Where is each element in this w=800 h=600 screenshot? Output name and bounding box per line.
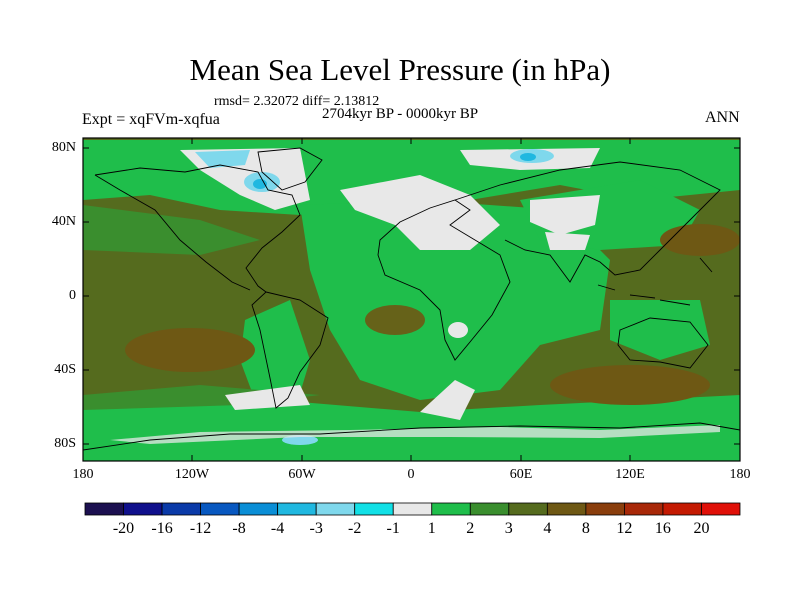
lat-label-40n: 40N xyxy=(51,214,76,229)
field-brown-atlantic xyxy=(365,305,425,335)
pressure-field xyxy=(83,138,740,461)
season-label: ANN xyxy=(705,109,740,126)
colorbar-swatch-15 xyxy=(662,502,702,516)
colorbar-swatch-12 xyxy=(546,502,587,516)
field-antarctic-green-band xyxy=(83,395,740,461)
colorbar-swatch-4 xyxy=(238,502,279,516)
field-blue-greenland xyxy=(195,150,250,168)
colorbar-label: -2 xyxy=(348,520,362,537)
colorbar-swatch-16 xyxy=(701,502,741,516)
colorbar-swatch-2 xyxy=(161,502,201,516)
field-grey-india xyxy=(545,232,590,250)
colorbar-swatch-5 xyxy=(277,502,317,516)
lon-label-60e: 60E xyxy=(509,467,533,482)
field-blue-arctic-core xyxy=(520,153,536,161)
lon-label-120e: 120E xyxy=(615,467,645,482)
coast-islands xyxy=(597,257,713,306)
time-period-label: 2704kyr BP - 0000kyr BP xyxy=(322,106,479,122)
colorbar-swatch-7 xyxy=(354,502,394,516)
colorbar-label: -4 xyxy=(270,520,285,537)
colorbar-label: 3 xyxy=(504,520,513,537)
lat-ticks xyxy=(83,147,740,445)
coast-europe-africa xyxy=(377,199,511,361)
field-brown-south-pacific xyxy=(125,328,255,372)
plot-title: Mean Sea Level Pressure (in hPa) xyxy=(189,52,611,87)
colorbar-label: 2 xyxy=(466,520,475,537)
colorbar-swatch-1 xyxy=(123,502,163,516)
lat-label-40s: 40S xyxy=(54,362,76,377)
colorbar-label: 20 xyxy=(693,520,710,537)
colorbar-swatch-3 xyxy=(200,502,240,516)
field-grey-south-pacific xyxy=(225,385,310,410)
axis-ticks xyxy=(82,138,741,461)
coast-north-america xyxy=(94,164,301,293)
rmsd-diff-stats: rmsd= 2.32072 diff= 2.13812 xyxy=(214,94,380,109)
colorbar-swatch-14 xyxy=(624,502,664,516)
colorbar xyxy=(84,502,741,516)
colorbar-swatch-9 xyxy=(431,502,471,516)
coast-antarctica xyxy=(83,422,740,451)
lon-label-0: 0 xyxy=(407,467,415,482)
colorbar-label: -16 xyxy=(151,520,173,537)
coast-greenland xyxy=(257,147,323,191)
field-brown-south-indian xyxy=(550,365,710,405)
colorbar-swatch-8 xyxy=(392,502,433,516)
field-grey-south-atlantic xyxy=(420,380,475,420)
lon-label-60w: 60W xyxy=(288,467,316,482)
field-brown-north-pacific xyxy=(660,224,740,256)
coast-australia xyxy=(617,317,709,369)
colorbar-label: -20 xyxy=(112,520,135,537)
field-aus-green xyxy=(610,300,710,360)
experiment-label: Expt = xqFVm-xqfua xyxy=(82,111,220,128)
coast-north-america-west xyxy=(94,174,251,291)
field-sam-green xyxy=(240,300,310,410)
colorbar-label: 1 xyxy=(427,520,436,537)
colorbar-swatch-11 xyxy=(508,502,548,516)
lon-label-180e: 180 xyxy=(729,467,751,482)
colorbar-label: -3 xyxy=(309,520,323,537)
lat-label-80n: 80N xyxy=(51,140,76,155)
coast-eurasia xyxy=(454,161,721,283)
coastlines xyxy=(83,147,740,451)
coast-south-america xyxy=(251,291,329,409)
field-blue-antarctic xyxy=(282,435,318,445)
lat-label-80s: 80S xyxy=(54,436,76,451)
colorbar-label: 16 xyxy=(654,520,671,537)
colorbar-label: -1 xyxy=(386,520,400,537)
colorbar-label: 8 xyxy=(581,520,590,537)
colorbar-swatch-13 xyxy=(585,502,625,516)
lon-label-120w: 120W xyxy=(174,467,210,482)
field-grey-asia xyxy=(530,195,600,235)
lon-ticks xyxy=(82,138,741,461)
colorbar-swatch-6 xyxy=(315,502,356,516)
colorbar-label: 4 xyxy=(543,520,552,537)
field-antarctic-rim xyxy=(110,425,720,444)
lat-label-0: 0 xyxy=(69,288,76,303)
colorbar-swatch-10 xyxy=(469,502,510,516)
colorbar-label: 12 xyxy=(616,520,633,537)
field-central-green xyxy=(300,200,610,400)
colorbar-label: -8 xyxy=(232,520,246,537)
colorbar-swatch-0 xyxy=(84,502,124,516)
field-grey-africa-patch xyxy=(448,322,468,338)
colorbar-label: -12 xyxy=(189,520,212,537)
lon-label-180w: 180 xyxy=(72,467,94,482)
